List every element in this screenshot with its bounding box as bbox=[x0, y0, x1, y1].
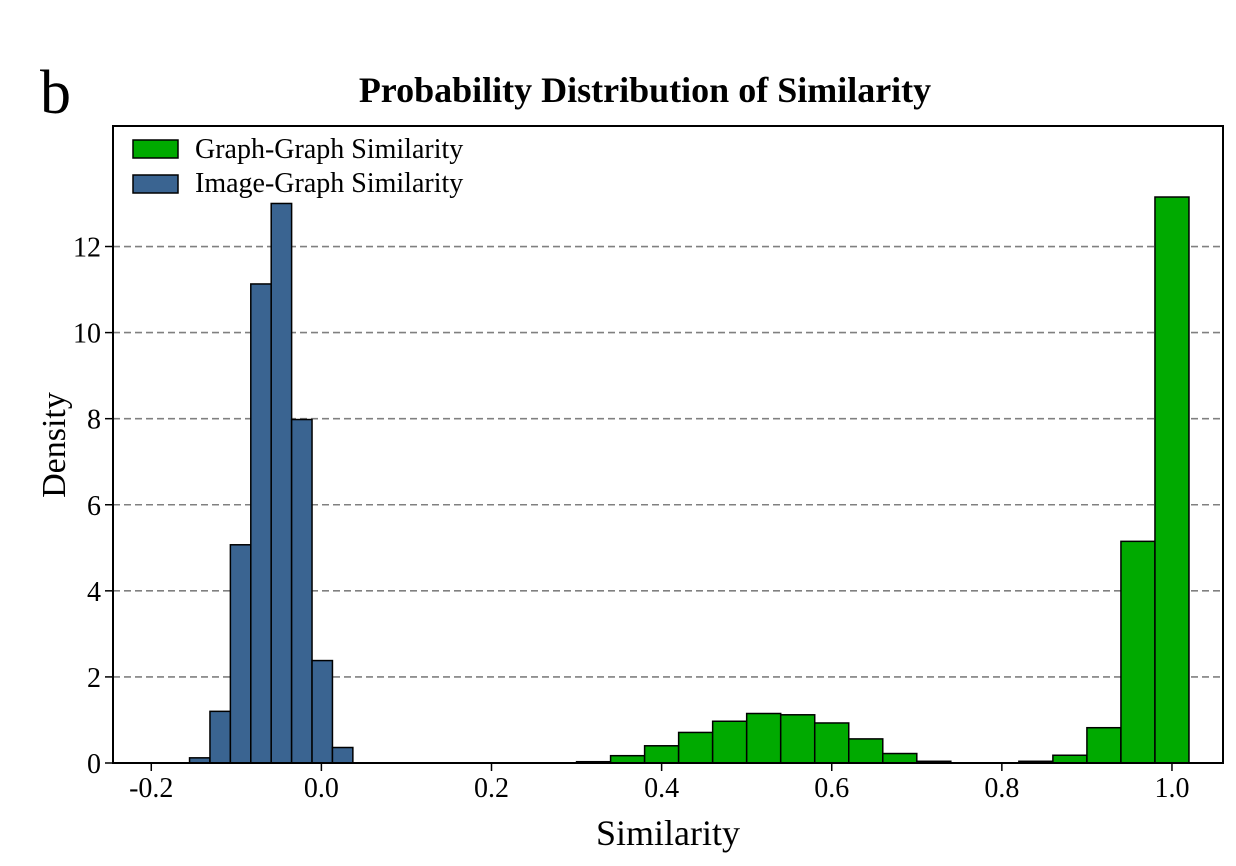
y-tick-label: 8 bbox=[87, 405, 101, 436]
chart-title: Probability Distribution of Similarity bbox=[359, 70, 931, 110]
legend: Graph-Graph Similarity Image-Graph Simil… bbox=[132, 134, 463, 199]
histogram-bar bbox=[1052, 754, 1088, 764]
image-graph-bars bbox=[188, 202, 354, 764]
histogram-bar bbox=[711, 720, 748, 764]
legend-swatch-image-graph bbox=[132, 174, 179, 194]
x-tick-label: 0.6 bbox=[814, 773, 849, 804]
histogram-bar bbox=[677, 731, 714, 764]
x-tick-label: -0.2 bbox=[129, 773, 173, 804]
histogram-bar bbox=[745, 712, 782, 764]
histogram-bar bbox=[1086, 726, 1122, 764]
y-axis-ticks: 0 2 4 6 8 10 12 bbox=[73, 233, 113, 780]
x-tick-label: 0.2 bbox=[474, 773, 509, 804]
x-tick-label: 0.0 bbox=[304, 773, 339, 804]
y-tick-label: 6 bbox=[87, 491, 101, 522]
histogram-bar bbox=[250, 283, 272, 764]
histogram-bar bbox=[882, 752, 918, 764]
panel-label: b bbox=[40, 59, 71, 127]
histogram-bar bbox=[847, 738, 884, 764]
histogram-bar bbox=[813, 722, 850, 764]
plot-area-frame bbox=[112, 125, 1224, 764]
x-tick-label: 0.4 bbox=[644, 773, 679, 804]
histogram-bar bbox=[1154, 196, 1190, 764]
graph-graph-bars bbox=[575, 196, 1190, 764]
histogram-bar bbox=[331, 746, 354, 764]
x-axis-ticks: -0.2 0.0 0.2 0.4 0.6 0.8 1.0 bbox=[129, 763, 1189, 804]
histogram-bar bbox=[609, 754, 646, 764]
histogram-bar bbox=[229, 544, 252, 764]
histogram-bar bbox=[290, 418, 313, 764]
legend-label-image-graph: Image-Graph Similarity bbox=[195, 168, 463, 199]
histogram-bar bbox=[270, 202, 293, 764]
histogram-bar bbox=[1120, 540, 1156, 764]
histogram-bar bbox=[643, 745, 680, 764]
histogram-bar bbox=[209, 710, 232, 764]
y-tick-label: 10 bbox=[73, 319, 101, 350]
histogram-bar bbox=[779, 714, 816, 764]
legend-label-graph-graph: Graph-Graph Similarity bbox=[195, 134, 463, 165]
y-tick-label: 0 bbox=[87, 749, 101, 780]
x-axis-label: Similarity bbox=[596, 813, 740, 853]
histogram-bar bbox=[311, 659, 334, 764]
y-tick-label: 4 bbox=[87, 577, 101, 608]
x-tick-label: 1.0 bbox=[1154, 773, 1189, 804]
y-axis-label: Density bbox=[36, 392, 73, 498]
legend-swatch-graph-graph bbox=[132, 139, 179, 159]
y-tick-label: 12 bbox=[73, 233, 101, 264]
x-tick-label: 0.8 bbox=[984, 773, 1019, 804]
y-tick-label: 2 bbox=[87, 663, 101, 694]
grid-lines bbox=[113, 245, 1223, 678]
